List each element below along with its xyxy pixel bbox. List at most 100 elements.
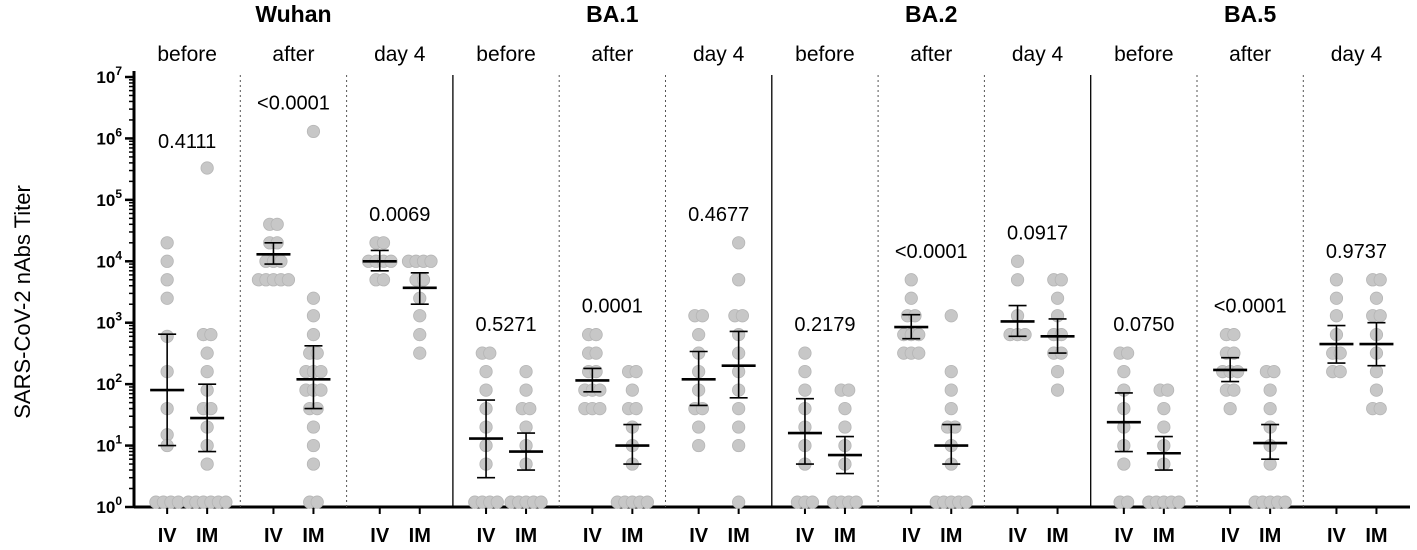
data-point-im — [523, 401, 537, 416]
data-point-iv — [1329, 291, 1344, 305]
data-point-im — [519, 365, 533, 379]
data-point-im — [640, 495, 654, 509]
y-tick-base: 10 — [96, 314, 115, 333]
data-point-im — [838, 401, 852, 416]
data-point-im — [519, 420, 533, 434]
data-point-im — [732, 401, 746, 416]
data-point-im — [944, 365, 958, 379]
data-point-iv — [1018, 328, 1032, 342]
timepoint-label: before — [795, 43, 855, 66]
data-point-iv — [904, 291, 918, 305]
x-tick-iv: IV — [689, 525, 709, 547]
data-point-iv — [160, 236, 174, 250]
data-point-im — [306, 124, 321, 139]
y-tick-base: 10 — [96, 252, 115, 271]
data-point-iv — [912, 328, 926, 342]
y-tick-base: 10 — [96, 68, 115, 87]
data-point-iv — [483, 346, 497, 360]
y-tick-label: 105 — [96, 187, 122, 210]
p-value: 0.0069 — [369, 204, 430, 226]
y-tick-exponent: 7 — [115, 64, 122, 78]
data-point-im — [732, 273, 746, 287]
y-tick-base: 10 — [96, 437, 115, 456]
y-tick-exponent: 2 — [115, 371, 122, 385]
data-point-im — [1263, 383, 1277, 397]
y-tick-exponent: 6 — [115, 125, 122, 139]
data-point-im — [1054, 273, 1068, 287]
data-point-im — [1267, 365, 1281, 379]
data-point-im — [424, 254, 438, 268]
y-tick-base: 10 — [96, 191, 115, 210]
data-point-im — [1373, 309, 1387, 323]
timepoint-label: after — [1229, 43, 1271, 66]
data-point-iv — [805, 495, 820, 509]
data-point-im — [306, 328, 321, 342]
data-point-im — [306, 438, 321, 453]
data-point-im — [1050, 365, 1065, 379]
data-point-iv — [692, 420, 706, 434]
data-point-iv — [479, 383, 493, 397]
variant-title-ba2: BA.2 — [905, 1, 957, 27]
timepoint-label: day 4 — [693, 43, 745, 66]
data-point-im — [1172, 495, 1186, 509]
timepoint-label: before — [157, 43, 217, 66]
data-point-iv — [160, 273, 174, 287]
x-tick-im: IM — [834, 525, 856, 547]
data-point-iv — [1010, 273, 1025, 287]
data-point-im — [200, 457, 214, 471]
y-tick-exponent: 0 — [115, 494, 122, 508]
data-point-im — [1369, 291, 1384, 305]
data-point-iv — [479, 365, 493, 379]
y-tick-exponent: 1 — [115, 433, 122, 447]
x-tick-im: IM — [515, 525, 537, 547]
p-value: 0.0750 — [1113, 314, 1174, 336]
data-point-im — [1050, 383, 1065, 397]
data-point-im — [534, 495, 548, 509]
data-point-im — [629, 401, 643, 416]
y-tick-base: 10 — [96, 375, 115, 394]
data-point-iv — [904, 273, 918, 287]
y-tick-label: 102 — [96, 371, 122, 394]
data-point-iv — [589, 328, 603, 342]
data-point-iv — [1333, 365, 1347, 379]
data-point-im — [838, 420, 852, 434]
data-point-iv — [1227, 328, 1241, 342]
timepoint-label: before — [476, 43, 536, 66]
data-point-iv — [1121, 495, 1135, 509]
data-point-iv — [798, 383, 812, 397]
data-point-iv — [1117, 365, 1131, 379]
data-point-im — [200, 346, 214, 360]
p-value: <0.0001 — [1214, 296, 1287, 318]
data-point-iv — [1010, 254, 1025, 268]
y-tick-label: 103 — [96, 310, 122, 333]
data-point-im — [204, 328, 218, 342]
p-value: 0.9737 — [1326, 241, 1387, 263]
data-point-im — [306, 291, 321, 305]
data-point-im — [1050, 291, 1065, 305]
y-tick-label: 100 — [96, 494, 122, 517]
data-point-im — [200, 161, 214, 175]
data-point-iv — [593, 383, 607, 397]
data-point-iv — [160, 254, 174, 268]
data-point-im — [944, 401, 958, 416]
variant-title-ba1: BA.1 — [586, 1, 639, 27]
data-point-iv — [593, 401, 607, 416]
data-point-iv — [270, 217, 284, 231]
data-point-iv — [912, 346, 926, 360]
x-tick-iv: IV — [1221, 525, 1241, 547]
x-tick-iv: IV — [795, 525, 815, 547]
x-tick-iv: IV — [477, 525, 497, 547]
x-tick-iv: IV — [902, 525, 922, 547]
variant-title-ba5: BA.5 — [1224, 1, 1277, 27]
data-point-iv — [589, 346, 603, 360]
timepoint-label: day 4 — [1331, 43, 1383, 66]
data-point-iv — [160, 291, 174, 305]
data-point-iv — [490, 495, 504, 509]
x-tick-iv: IV — [1008, 525, 1028, 547]
data-point-im — [314, 365, 328, 379]
data-point-iv — [1223, 401, 1237, 416]
y-tick-label: 106 — [96, 125, 122, 148]
p-value: 0.4677 — [688, 204, 749, 226]
x-tick-im: IM — [409, 525, 431, 547]
data-point-iv — [1231, 365, 1245, 379]
